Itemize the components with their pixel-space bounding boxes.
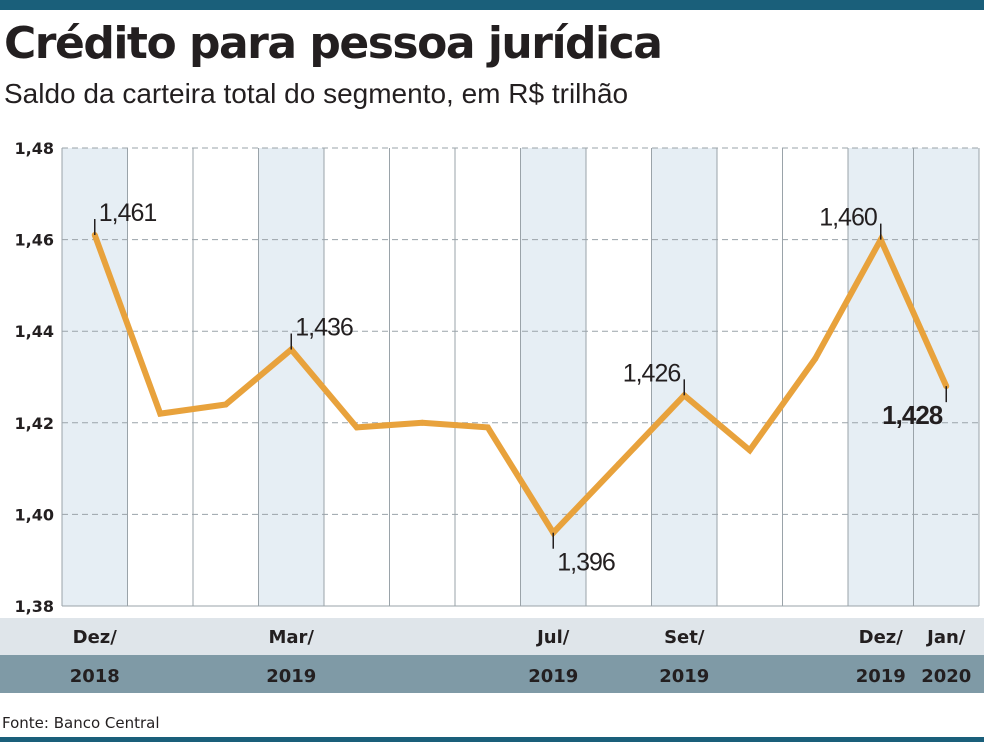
y-tick-label: 1,44 <box>15 322 54 341</box>
bottom-accent-bar <box>0 737 984 742</box>
x-month-label: Jan/ <box>925 627 966 648</box>
month-label-band <box>0 618 984 655</box>
data-point <box>222 401 229 408</box>
top-accent-bar <box>0 0 984 10</box>
data-point <box>353 424 360 431</box>
data-label: 1,460 <box>819 204 877 232</box>
x-month-label: Dez/ <box>73 627 118 648</box>
data-label: 1,396 <box>557 549 615 577</box>
data-label: 1,428 <box>882 400 943 430</box>
x-year-label: 2019 <box>266 666 316 687</box>
data-point <box>615 461 622 468</box>
data-point <box>812 355 819 362</box>
data-label: 1,461 <box>99 199 157 227</box>
chart-title: Crédito para pessoa jurídica <box>4 18 663 69</box>
x-month-label: Dez/ <box>859 627 904 648</box>
x-month-label: Set/ <box>664 627 705 648</box>
x-year-label: 2019 <box>856 666 906 687</box>
source-note: Fonte: Banco Central <box>2 714 160 732</box>
data-point <box>746 447 753 454</box>
chart-subtitle: Saldo da carteira total do segmento, em … <box>4 78 629 109</box>
x-month-label: Mar/ <box>268 627 314 648</box>
x-year-label: 2020 <box>921 666 971 687</box>
x-year-label: 2019 <box>659 666 709 687</box>
shaded-column <box>913 148 979 606</box>
series-line <box>91 232 949 538</box>
y-tick-label: 1,38 <box>15 597 54 616</box>
data-label: 1,436 <box>295 314 353 342</box>
shaded-column <box>651 148 717 606</box>
data-point <box>484 424 491 431</box>
x-year-label: 2019 <box>528 666 578 687</box>
y-tick-label: 1,42 <box>15 414 54 433</box>
data-point <box>157 410 164 417</box>
y-tick-label: 1,46 <box>15 231 54 250</box>
data-point <box>419 419 426 426</box>
year-label-band <box>0 655 984 693</box>
y-tick-label: 1,48 <box>15 139 54 158</box>
y-tick-label: 1,40 <box>15 505 54 524</box>
x-year-label: 2018 <box>70 666 120 687</box>
x-month-label: Jul/ <box>535 627 570 648</box>
data-label: 1,426 <box>623 359 681 387</box>
